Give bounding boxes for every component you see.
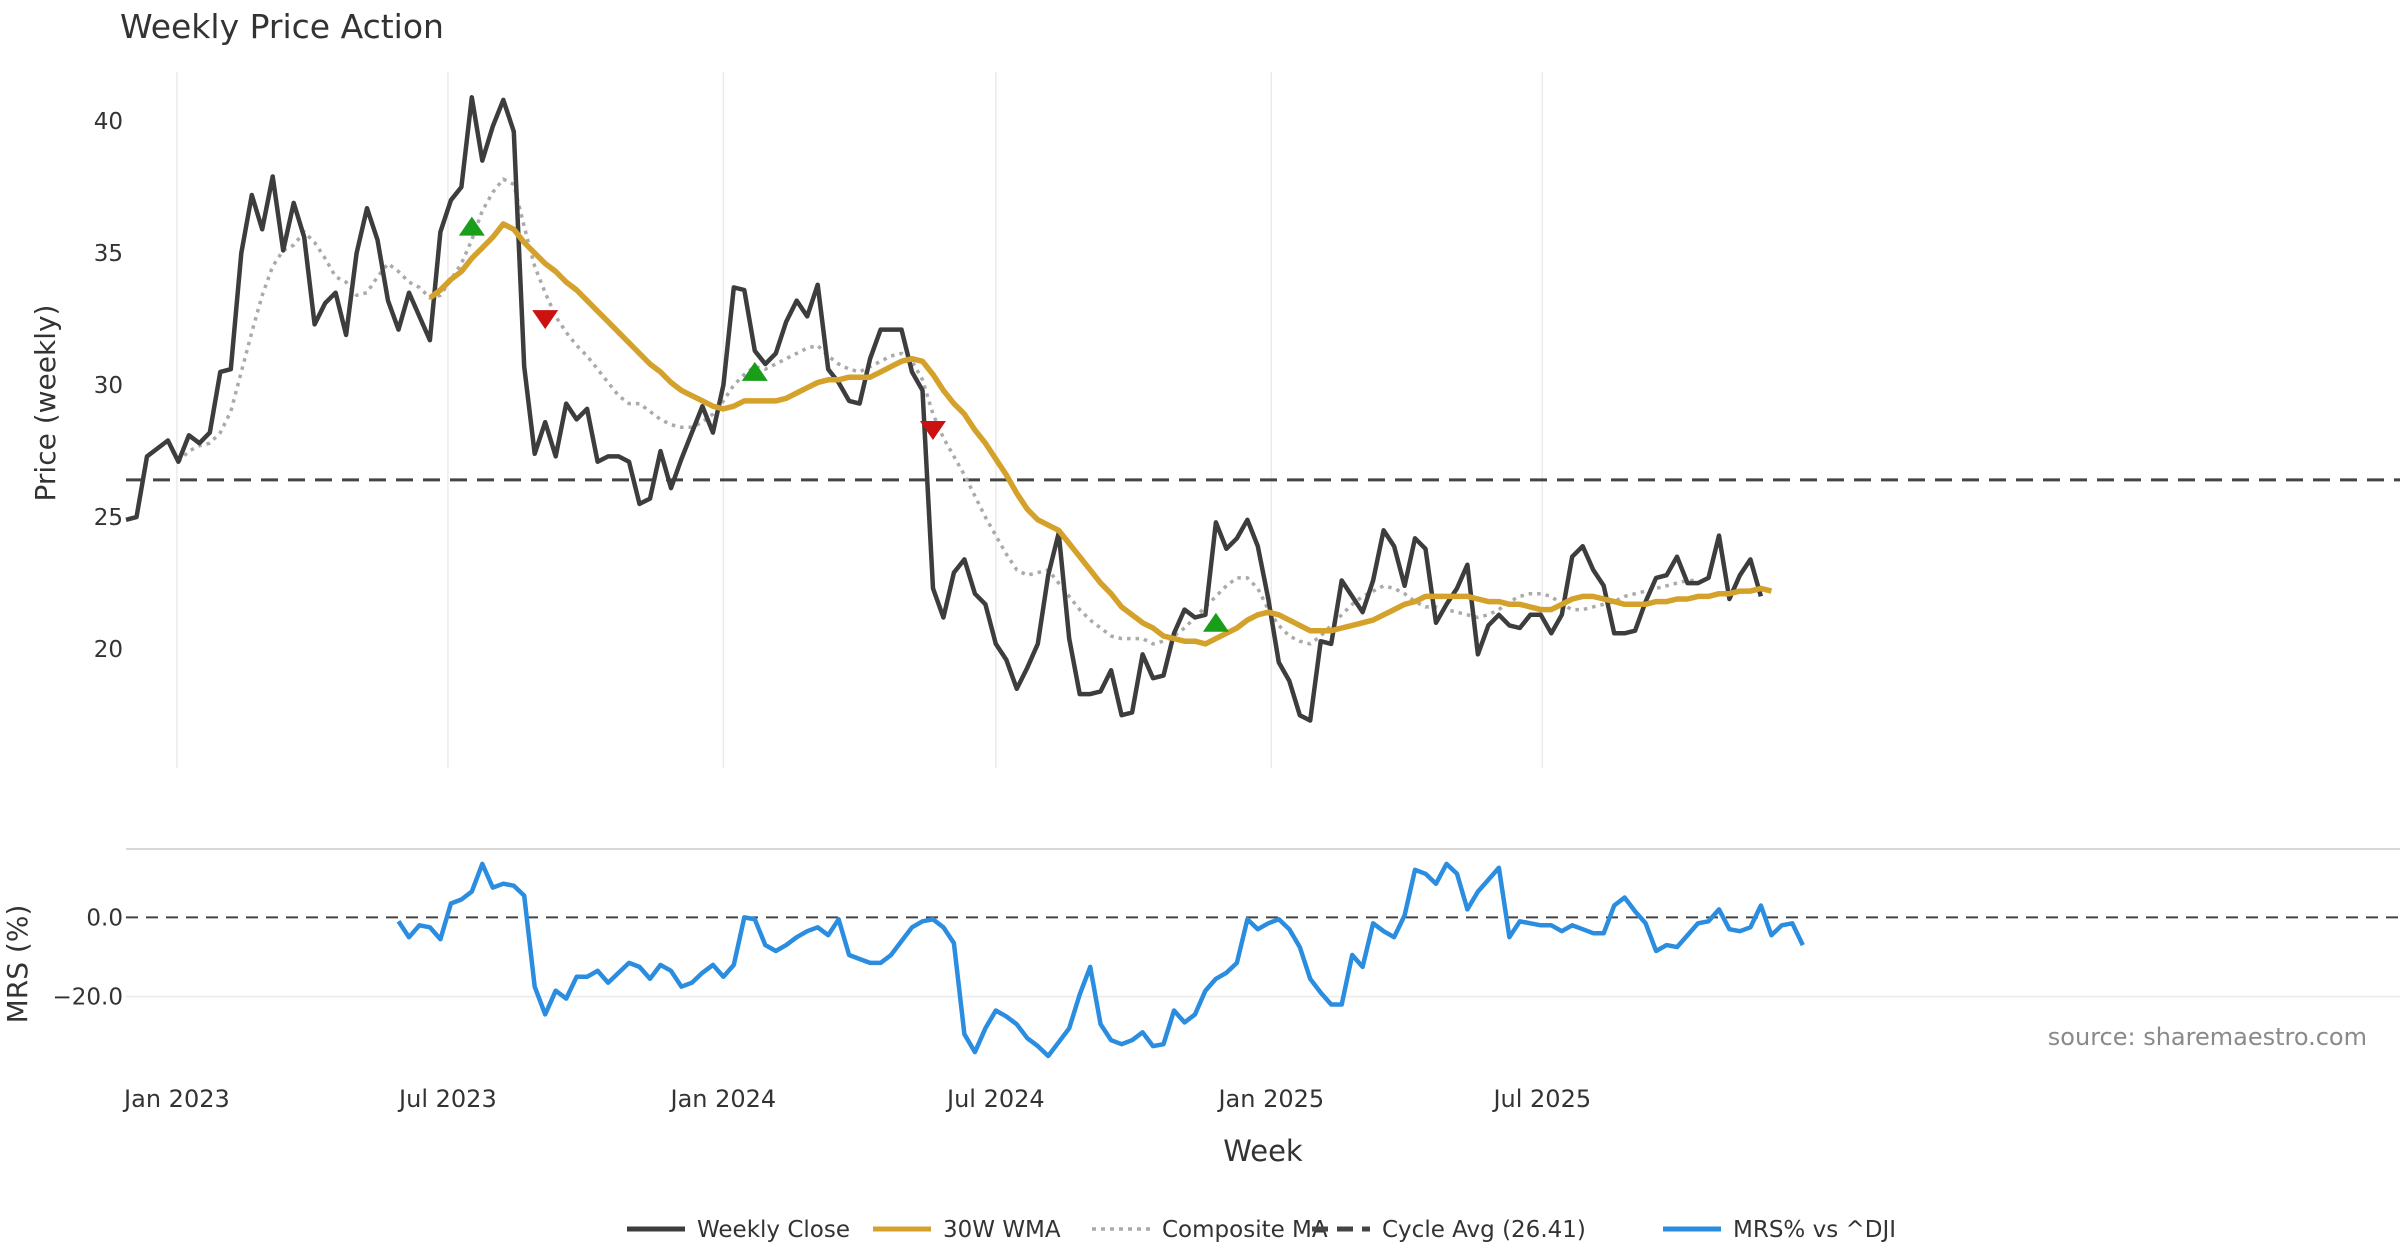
buy-signal-marker [741,361,768,381]
legend-label: 30W WMA [943,1217,1061,1243]
chart-title: Weekly Price Action [120,7,444,46]
buy-signal-marker [458,216,485,236]
mrs-y-tick-label: −20.0 [53,985,123,1011]
mrs-line [396,861,1805,1059]
x-axis: Jan 2023 Jul 2023 Jan 2024 Jul 2024 Jan 2025… [122,1085,1591,1113]
price-y-axis-label: Price (weekly) [29,305,62,502]
mrs-y-tick-label: 0.0 [86,905,123,931]
x-tick-label: Jan 2025 [1216,1085,1324,1113]
price-grid [176,72,1544,768]
legend-label: MRS% vs ^DJI [1733,1217,1896,1243]
x-tick-label: Jul 2024 [945,1085,1045,1113]
legend-label: Composite MA [1162,1217,1328,1243]
x-tick-label: Jan 2024 [669,1085,777,1113]
legend-label: Weekly Close [697,1217,850,1243]
sell-signal-marker [919,420,946,440]
sell-signal-marker [532,310,559,330]
x-tick-label: Jan 2023 [122,1085,230,1113]
mrs-panel: 0.0 −20.0 [53,861,2400,1059]
legend-label: Cycle Avg (26.41) [1382,1217,1586,1243]
price-y-tick-label: 35 [94,241,123,267]
price-panel: 20 25 30 35 40 [94,95,2400,723]
weekly-close-line [125,95,1764,723]
mrs-grid [126,848,2400,998]
buy-signal-marker [1202,612,1229,632]
source-annotation: source: sharemaestro.com [2048,1023,2367,1051]
price-y-tick-label: 20 [94,637,123,663]
x-tick-label: Jul 2023 [397,1085,497,1113]
wma-30w-line [428,221,1773,647]
price-y-tick-label: 30 [94,373,123,399]
mrs-y-axis-label: MRS (%) [1,905,34,1024]
price-y-tick-label: 40 [94,109,123,135]
legend: Weekly Close 30W WMA Composite MA Cycle Avg… [627,1217,1896,1243]
x-tick-label: Jul 2025 [1491,1085,1591,1113]
x-axis-label: Week [1223,1134,1303,1168]
price-y-tick-label: 25 [94,505,123,531]
